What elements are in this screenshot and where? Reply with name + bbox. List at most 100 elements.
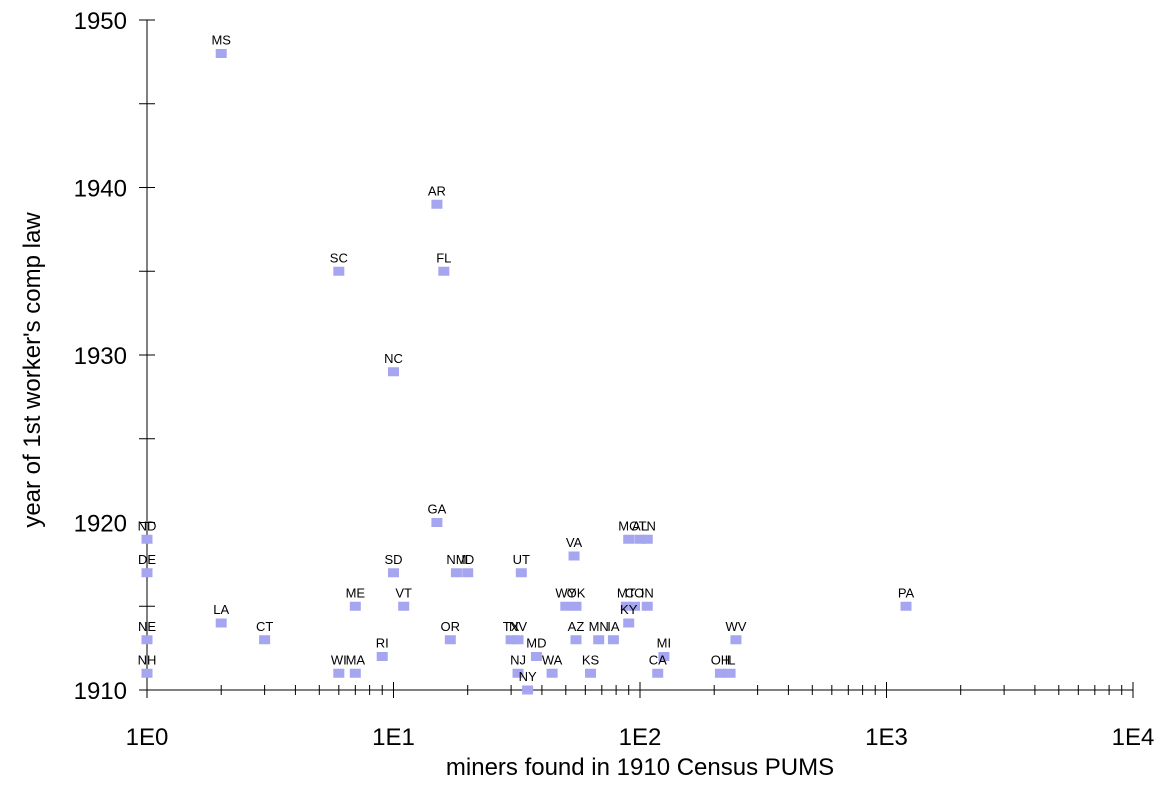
y-axis-ticks [139,19,155,691]
data-point-label: AR [428,183,446,198]
data-point-label: UT [513,552,530,567]
data-point-label: OK [567,585,586,600]
data-point-label: ID [461,552,474,567]
y-axis: 1910 1920 1930 1940 1950 [74,8,155,705]
data-point-label: AZ [568,619,585,634]
data-point-label: MI [657,636,671,651]
data-point [623,618,635,628]
data-point [593,635,605,645]
data-point [141,668,153,678]
data-point [450,568,462,578]
data-point [349,601,361,611]
data-point [515,568,527,578]
data-point-label: NV [509,619,527,634]
data-point [462,568,474,578]
x-tick-label: 1E2 [619,724,662,751]
data-point-label: IL [725,652,736,667]
x-tick-label: 1E1 [372,724,415,751]
data-point [512,635,524,645]
data-point-label: TN [639,518,656,533]
data-point-label: PA [898,585,915,600]
x-axis-title: miners found in 1910 Census PUMS [446,754,834,781]
x-axis-ticks [146,682,1134,698]
data-point [444,635,456,645]
data-point [522,685,534,695]
data-point [652,668,664,678]
data-point [634,534,646,544]
data-point-label: NH [138,652,157,667]
data-point-label: CA [649,652,667,667]
data-point [530,652,542,661]
data-point [641,601,653,611]
data-point [623,534,635,544]
data-point-label: SC [330,250,348,265]
data-point [714,668,726,678]
x-axis-tick-labels: 1E0 1E1 1E2 1E3 1E4 [126,724,1155,751]
data-point [570,635,582,645]
x-axis: 1E0 1E1 1E2 1E3 1E4 [126,682,1155,751]
data-point-label: TX [503,619,520,634]
data-point [900,601,912,611]
data-point [570,601,582,611]
y-tick-label: 1920 [74,511,127,538]
data-point [505,635,517,645]
y-axis-tick-labels: 1910 1920 1930 1940 1950 [74,8,127,705]
data-point-label: MS [211,33,231,48]
data-point [560,601,572,611]
data-point-label: DE [138,552,156,567]
data-point [585,668,597,678]
data-point-label: MA [346,652,366,667]
data-point-label: IA [607,619,620,634]
data-point [141,635,153,645]
data-point-label: KS [582,652,600,667]
data-point [629,601,641,611]
data-point-label: WV [725,619,746,634]
data-point [431,518,443,527]
y-tick-label: 1910 [74,678,127,705]
data-point [724,668,736,678]
y-axis-title: year of 1st worker's comp law [19,212,46,528]
data-point-label: VA [566,535,583,550]
data-point-label: FL [436,250,451,265]
data-point [568,551,580,561]
y-tick-label: 1940 [74,176,127,203]
data-point-label: WY [555,585,576,600]
data-point [641,534,653,544]
data-point [398,601,410,611]
data-point-label: WA [542,652,563,667]
data-points [141,49,912,695]
data-point [620,601,632,611]
data-point-label: IN [641,585,654,600]
data-point [215,618,227,628]
x-tick-label: 1E0 [126,724,169,751]
data-point [259,635,271,645]
data-point-label: MO [618,518,639,533]
data-point-label: NY [519,669,537,684]
data-point-label: OR [441,619,461,634]
data-point [215,49,227,58]
data-point [546,668,558,678]
data-point-label: NC [384,351,403,366]
data-point-label: ME [346,585,366,600]
data-point [349,668,361,678]
data-point [376,652,388,661]
data-point-label: MT [617,585,636,600]
data-point-label: ND [138,518,157,533]
data-point [607,635,619,645]
data-point-label: LA [213,602,229,617]
data-point-label: MN [589,619,609,634]
data-point [333,266,345,276]
data-point [431,199,443,209]
x-tick-label: 1E4 [1112,724,1155,751]
data-point [388,367,399,377]
y-tick-label: 1930 [74,343,127,370]
data-point-label: GA [428,502,447,517]
data-point-label: AL [632,518,648,533]
data-point [388,568,399,578]
data-point [141,534,153,544]
data-point-label: CT [256,619,273,634]
data-point-label: NE [138,619,156,634]
data-point-label: OH [711,652,731,667]
data-point-label: NM [446,552,466,567]
